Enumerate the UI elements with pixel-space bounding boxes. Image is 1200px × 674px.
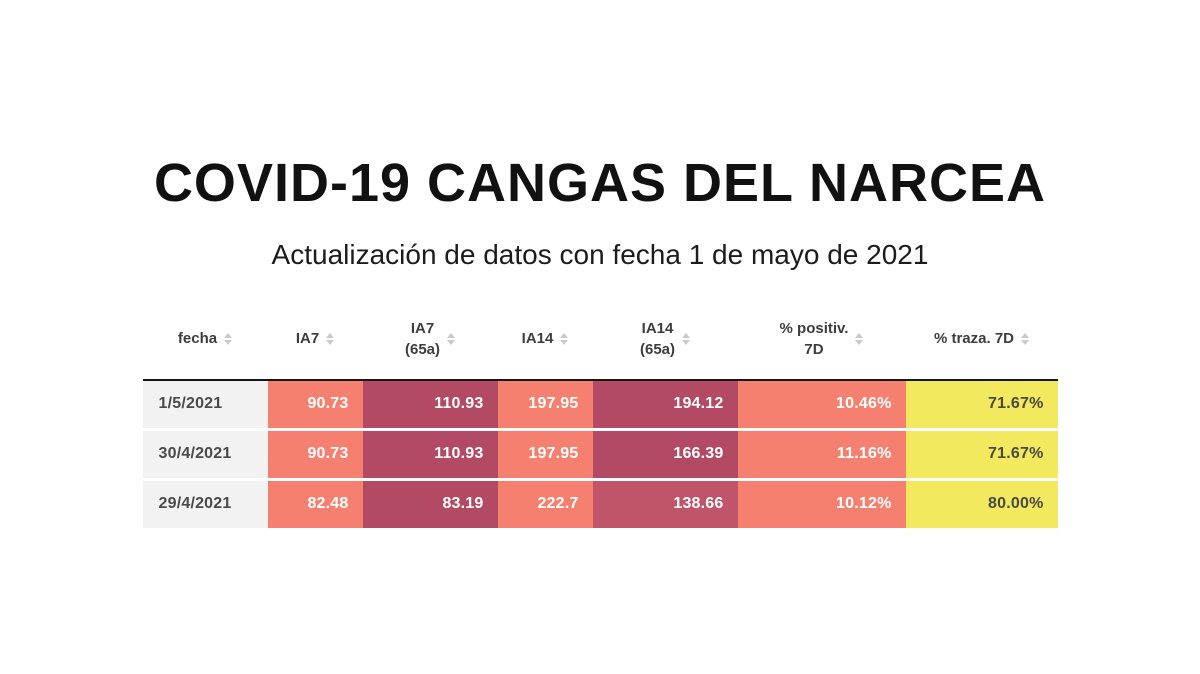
- cell-ia7: 90.73: [267, 430, 363, 478]
- cell-ia14: 197.95: [497, 380, 593, 428]
- column-header-ia14[interactable]: IA14: [498, 299, 593, 379]
- cell-ia7: 82.48: [267, 480, 363, 528]
- cell-ia14: 222.7: [497, 480, 593, 528]
- sort-arrows-icon: [224, 333, 233, 346]
- cell-ia14: 197.95: [497, 430, 593, 478]
- cell-ia14-65a: 166.39: [592, 430, 738, 478]
- column-header-label: IA14 (65a): [639, 319, 676, 358]
- cell-positiv-7d: 11.16%: [737, 430, 906, 478]
- page-title: COVID-19 CANGAS DEL NARCEA: [153, 153, 1047, 213]
- cell-fecha: 29/4/2021: [142, 480, 268, 528]
- column-header-label: % positiv. 7D: [779, 319, 849, 358]
- sort-arrows-icon: [326, 333, 335, 346]
- cell-positiv-7d: 10.12%: [737, 480, 906, 528]
- covid-data-table: fecha IA7 IA7 (65a) IA14 IA14 (65a) % positiv. 7…: [142, 298, 1058, 528]
- cell-ia7: 90.73: [267, 380, 363, 428]
- cell-traza-7d: 80.00%: [905, 480, 1058, 528]
- sort-arrows-icon: [855, 333, 864, 346]
- column-header-label: IA14: [521, 330, 554, 348]
- page: COVID-19 CANGAS DEL NARCEA Actualización…: [142, 153, 1058, 528]
- cell-traza-7d: 71.67%: [905, 430, 1058, 478]
- cell-ia7-65a: 110.93: [362, 380, 498, 428]
- cell-traza-7d: 71.67%: [905, 380, 1058, 428]
- sort-arrows-icon: [447, 333, 456, 346]
- column-header-ia14-65a[interactable]: IA14 (65a): [593, 299, 738, 379]
- table-row: 29/4/2021 82.48 83.19 222.7 138.66 10.12% 80.0…: [142, 480, 1058, 528]
- table-row: 1/5/2021 90.73 110.93 197.95 194.12 10.46% 71.…: [142, 380, 1058, 428]
- cell-ia7-65a: 83.19: [362, 480, 498, 528]
- column-header-traza-7d[interactable]: % traza. 7D: [906, 299, 1058, 379]
- cell-ia14-65a: 194.12: [592, 380, 738, 428]
- column-header-fecha[interactable]: fecha: [143, 299, 268, 379]
- column-header-label: IA7: [295, 330, 320, 348]
- cell-fecha: 1/5/2021: [142, 380, 268, 428]
- sort-arrows-icon: [1021, 333, 1030, 346]
- cell-ia14-65a: 138.66: [592, 480, 738, 528]
- column-header-label: IA7 (65a): [404, 319, 441, 358]
- cell-ia7-65a: 110.93: [362, 430, 498, 478]
- column-header-ia7[interactable]: IA7: [268, 299, 363, 379]
- sort-arrows-icon: [682, 333, 691, 346]
- table-row: 30/4/2021 90.73 110.93 197.95 166.39 11.16% 71…: [142, 430, 1058, 478]
- page-subtitle: Actualización de datos con fecha 1 de ma…: [271, 238, 929, 270]
- column-header-ia7-65a[interactable]: IA7 (65a): [363, 299, 498, 379]
- cell-fecha: 30/4/2021: [142, 430, 268, 478]
- cell-positiv-7d: 10.46%: [737, 380, 906, 428]
- column-header-positiv-7d[interactable]: % positiv. 7D: [738, 299, 906, 379]
- column-header-label: % traza. 7D: [933, 330, 1015, 348]
- table-header-row: fecha IA7 IA7 (65a) IA14 IA14 (65a) % positiv. 7…: [142, 298, 1058, 379]
- column-header-label: fecha: [177, 330, 218, 348]
- sort-arrows-icon: [560, 333, 569, 346]
- table-body: 1/5/2021 90.73 110.93 197.95 194.12 10.46% 71.…: [142, 378, 1058, 528]
